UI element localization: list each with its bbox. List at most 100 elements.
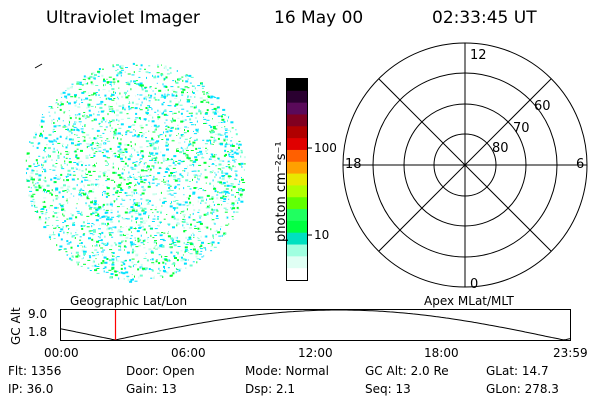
uv-pixel [190,114,193,117]
uv-pixel [212,96,215,98]
uv-pixel [147,105,151,107]
uv-pixel [218,159,220,161]
uv-pixel [166,130,169,133]
uv-pixel [134,83,138,84]
uv-pixel [130,166,133,168]
uv-pixel [120,189,124,191]
uv-pixel [118,245,122,247]
uv-pixel [129,81,131,83]
uv-pixel [243,156,246,159]
uv-pixel [182,221,186,223]
uv-pixel [223,120,226,123]
uv-pixel [84,185,85,188]
uv-pixel [124,162,127,165]
uv-pixel [163,197,167,199]
uv-pixel [187,95,190,97]
uv-pixel [68,158,71,160]
uv-pixel [110,212,113,214]
uv-pixel [80,128,84,130]
uv-pixel [188,251,190,253]
uv-pixel [75,116,77,119]
uv-pixel [163,110,167,112]
uv-pixel [129,209,133,211]
uv-pixel [121,172,124,175]
uv-pixel [219,159,223,162]
uv-pixel [42,164,44,167]
uv-pixel [175,200,179,201]
uv-pixel [164,256,168,257]
uv-pixel [60,228,64,231]
uv-pixel [62,126,66,128]
uv-pixel [86,115,88,117]
uv-pixel [96,240,100,243]
x-tick-1800: 18:00 [424,346,459,360]
uv-pixel [174,164,177,166]
uv-pixel [106,82,109,84]
uv-pixel [181,91,184,94]
uv-pixel [91,238,94,241]
uv-pixel [72,256,74,258]
uv-pixel [118,242,122,245]
uv-pixel [81,170,84,172]
uv-pixel [194,228,198,229]
uv-pixel [163,160,165,162]
uv-pixel [171,226,174,227]
uv-pixel [95,85,99,86]
uv-pixel [46,144,48,146]
uv-pixel [87,267,90,269]
uv-pixel [152,237,155,239]
uv-pixel [178,142,181,144]
uv-pixel [113,255,115,257]
uv-pixel [92,261,94,264]
uv-pixel [186,92,188,93]
uv-pixel [74,95,77,98]
uv-pixel [235,200,237,202]
uv-pixel [86,198,90,200]
uv-pixel [187,87,190,89]
uv-pixel [66,232,69,234]
uv-pixel [190,150,194,151]
uv-pixel [36,182,39,184]
uv-pixel [159,166,161,169]
uv-pixel [52,169,56,171]
uv-pixel [144,119,146,121]
uv-pixel [198,238,200,239]
uv-pixel [189,188,192,190]
uv-pixel [143,212,146,215]
uv-pixel [83,263,86,265]
uv-pixel [224,133,226,136]
uv-pixel [64,220,67,223]
uv-pixel [109,218,113,221]
uv-pixel [171,239,174,242]
uv-pixel [110,130,112,132]
uv-pixel [103,270,105,273]
uv-pixel [175,239,178,241]
uv-pixel [80,196,82,198]
uv-pixel [197,130,199,133]
uv-pixel [95,184,97,187]
uv-pixel [138,245,141,247]
uv-pixel [139,194,142,196]
uv-pixel [235,133,238,136]
uv-pixel [189,238,191,240]
uv-pixel [115,171,117,174]
uv-pixel [135,95,137,97]
uv-pixel [135,221,137,224]
uv-pixel [57,154,60,157]
polar-diagonal-2 [378,78,552,252]
uv-pixel [108,269,112,271]
uv-pixel [198,196,201,199]
uv-pixel [94,211,98,214]
uv-pixel [109,264,111,265]
uv-pixel [90,157,94,158]
uv-pixel [193,187,197,189]
uv-pixel [159,134,163,136]
uv-pixel [60,152,62,155]
uv-pixel [221,191,225,194]
uv-pixel [64,190,67,191]
uv-pixel [143,247,146,249]
uv-pixel [46,219,49,221]
uv-pixel [129,199,131,201]
uv-pixel [53,177,57,180]
uv-pixel [81,180,83,183]
